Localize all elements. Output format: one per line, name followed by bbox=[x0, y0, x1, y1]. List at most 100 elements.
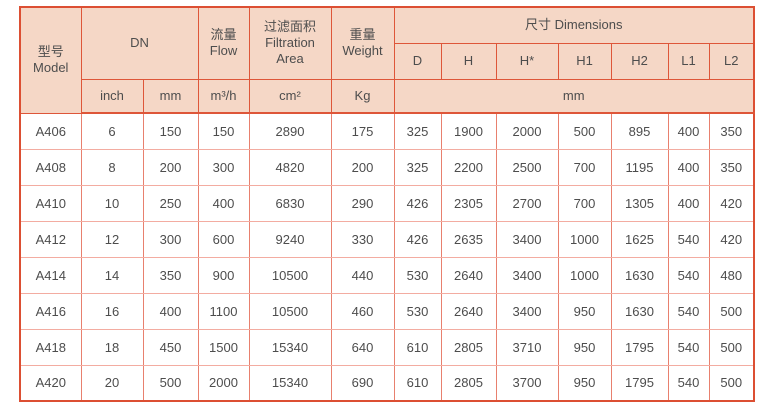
header-dim-l1: L1 bbox=[667, 42, 710, 80]
cell-model: A412 bbox=[19, 220, 82, 258]
table-body: A406 6 150 150 2890 175 325 1900 2000 500 895 400 35… bbox=[19, 112, 755, 402]
cell-dn-inch: 20 bbox=[80, 364, 144, 402]
cell-l1: 540 bbox=[667, 328, 710, 366]
header-row-1: 型号 Model DN 流量 Flow 过滤面积 Filtration Area… bbox=[19, 6, 755, 114]
cell-dn-mm: 150 bbox=[142, 112, 199, 150]
cell-h: 2200 bbox=[440, 148, 497, 186]
cell-dn-mm: 300 bbox=[142, 220, 199, 258]
cell-h2: 1630 bbox=[610, 256, 669, 294]
cell-h1: 1000 bbox=[557, 220, 612, 258]
cell-flow: 1500 bbox=[197, 328, 250, 366]
cell-h: 1900 bbox=[440, 112, 497, 150]
cell-h: 2640 bbox=[440, 292, 497, 330]
cell-weight: 460 bbox=[330, 292, 395, 330]
cell-dn-inch: 8 bbox=[80, 148, 144, 186]
cell-l2: 350 bbox=[708, 148, 755, 186]
cell-l2: 480 bbox=[708, 256, 755, 294]
cell-h1: 950 bbox=[557, 328, 612, 366]
cell-dn-mm: 200 bbox=[142, 148, 199, 186]
cell-l2: 500 bbox=[708, 292, 755, 330]
spec-table: 型号 Model DN 流量 Flow 过滤面积 Filtration Area… bbox=[19, 6, 755, 402]
cell-dn-inch: 14 bbox=[80, 256, 144, 294]
cell-flow: 2000 bbox=[197, 364, 250, 402]
table-row: A408 8 200 300 4820 200 325 2200 2500 700 1195 400 3… bbox=[19, 148, 755, 186]
cell-dn-inch: 12 bbox=[80, 220, 144, 258]
cell-dn-inch: 18 bbox=[80, 328, 144, 366]
cell-filtration-area: 2890 bbox=[248, 112, 332, 150]
cell-dn-inch: 6 bbox=[80, 112, 144, 150]
cell-dn-inch: 10 bbox=[80, 184, 144, 222]
cell-filtration-area: 6830 bbox=[248, 184, 332, 222]
cell-model: A414 bbox=[19, 256, 82, 294]
header-dim-h-star: H* bbox=[495, 42, 559, 80]
cell-dn-mm: 250 bbox=[142, 184, 199, 222]
cell-dn-inch: 16 bbox=[80, 292, 144, 330]
header-model: 型号 Model bbox=[19, 6, 82, 114]
cell-h2: 1795 bbox=[610, 328, 669, 366]
cell-weight: 330 bbox=[330, 220, 395, 258]
cell-flow: 300 bbox=[197, 148, 250, 186]
cell-h-star: 2700 bbox=[495, 184, 559, 222]
table-row: A414 14 350 900 10500 440 530 2640 3400 1000 1630 5… bbox=[19, 256, 755, 294]
unit-dimensions-mm: mm bbox=[393, 78, 755, 114]
cell-filtration-area: 9240 bbox=[248, 220, 332, 258]
cell-model: A418 bbox=[19, 328, 82, 366]
cell-h-star: 2500 bbox=[495, 148, 559, 186]
cell-model: A416 bbox=[19, 292, 82, 330]
cell-filtration-area: 10500 bbox=[248, 256, 332, 294]
cell-d: 530 bbox=[393, 292, 442, 330]
cell-model: A420 bbox=[19, 364, 82, 402]
cell-weight: 440 bbox=[330, 256, 395, 294]
cell-model: A406 bbox=[19, 112, 82, 150]
cell-flow: 600 bbox=[197, 220, 250, 258]
header-dim-h2: H2 bbox=[610, 42, 669, 80]
cell-l1: 540 bbox=[667, 256, 710, 294]
cell-h2: 1195 bbox=[610, 148, 669, 186]
cell-l1: 400 bbox=[667, 112, 710, 150]
header-row-units: inch mm m³/h cm² Kg mm bbox=[20, 78, 755, 114]
cell-l1: 400 bbox=[667, 148, 710, 186]
cell-filtration-area: 4820 bbox=[248, 148, 332, 186]
table-row: A416 16 400 1100 10500 460 530 2640 3400 950 1630 5… bbox=[19, 292, 755, 330]
cell-h2: 1795 bbox=[610, 364, 669, 402]
cell-filtration-area: 15340 bbox=[248, 364, 332, 402]
cell-h2: 1305 bbox=[610, 184, 669, 222]
cell-l2: 500 bbox=[708, 328, 755, 366]
header-dimensions: 尺寸 Dimensions bbox=[393, 6, 755, 44]
header-dim-l2: L2 bbox=[708, 42, 755, 80]
cell-l2: 500 bbox=[708, 364, 755, 402]
header-filtration-area: 过滤面积 Filtration Area bbox=[248, 6, 332, 80]
cell-l1: 400 bbox=[667, 184, 710, 222]
cell-weight: 690 bbox=[330, 364, 395, 402]
cell-flow: 400 bbox=[197, 184, 250, 222]
header-dim-h: H bbox=[440, 42, 497, 80]
cell-flow: 900 bbox=[197, 256, 250, 294]
cell-h: 2635 bbox=[440, 220, 497, 258]
cell-h-star: 3710 bbox=[495, 328, 559, 366]
cell-weight: 200 bbox=[330, 148, 395, 186]
cell-weight: 175 bbox=[330, 112, 395, 150]
table-row: A412 12 300 600 9240 330 426 2635 3400 1000 1625 54… bbox=[19, 220, 755, 258]
cell-h1: 700 bbox=[557, 148, 612, 186]
cell-dn-mm: 400 bbox=[142, 292, 199, 330]
cell-h1: 700 bbox=[557, 184, 612, 222]
spec-table-container: 型号 Model DN 流量 Flow 过滤面积 Filtration Area… bbox=[19, 6, 755, 404]
cell-h: 2640 bbox=[440, 256, 497, 294]
cell-d: 610 bbox=[393, 364, 442, 402]
cell-l1: 540 bbox=[667, 220, 710, 258]
cell-model: A408 bbox=[19, 148, 82, 186]
cell-weight: 640 bbox=[330, 328, 395, 366]
cell-d: 325 bbox=[393, 148, 442, 186]
cell-l1: 540 bbox=[667, 364, 710, 402]
table-row: A418 18 450 1500 15340 640 610 2805 3710 950 1795 5… bbox=[19, 328, 755, 366]
header-dn: DN bbox=[80, 6, 199, 80]
unit-weight: Kg bbox=[330, 78, 395, 114]
cell-dn-mm: 450 bbox=[142, 328, 199, 366]
cell-l2: 420 bbox=[708, 220, 755, 258]
header-dim-d: D bbox=[393, 42, 442, 80]
table-row: A406 6 150 150 2890 175 325 1900 2000 500 895 400 35… bbox=[19, 112, 755, 150]
cell-h-star: 3400 bbox=[495, 292, 559, 330]
cell-h-star: 2000 bbox=[495, 112, 559, 150]
cell-d: 426 bbox=[393, 220, 442, 258]
cell-dn-mm: 350 bbox=[142, 256, 199, 294]
